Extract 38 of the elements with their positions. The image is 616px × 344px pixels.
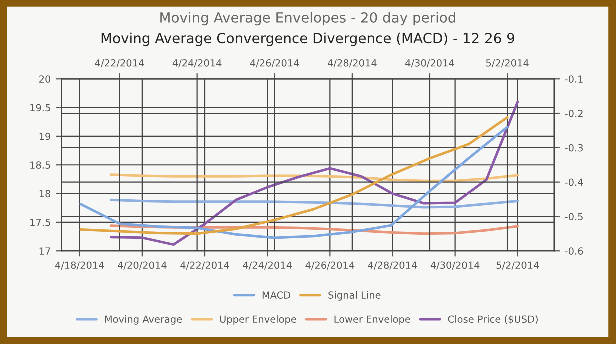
legend-label: Close Price ($USD) [448,316,538,324]
y-tick-label: -0.1 [565,76,583,83]
x-tick-label: 4/22/2014 [95,59,144,68]
chart-title: Moving Average Envelopes - 20 day period [160,12,456,26]
y-tick-label: -0.3 [565,144,584,152]
x-tick-label: 4/24/2014 [243,262,292,270]
line-series [110,174,520,182]
y-tick-label: 18.5 [30,162,50,169]
y-tick-label: 17 [40,248,50,255]
x-tick-label: 5/2/2014 [486,59,529,68]
x-tick-label: 4/30/2014 [430,262,480,270]
x-tick-label: 4/22/2014 [180,262,230,270]
y-tick-label: -0.2 [565,110,583,118]
legend-label: Signal Line [328,291,381,301]
legend-label: Moving Average [105,316,182,325]
x-tick-label: 4/20/2014 [118,262,167,270]
line-series [110,100,520,246]
legend-label: Upper Envelope [220,316,296,325]
y-tick-label: -0.4 [565,178,584,186]
y-tick-label: -0.5 [565,213,583,221]
legend-label: MACD [262,292,291,299]
y-tick-label: -0.6 [565,248,584,255]
x-tick-label: 5/2/2014 [496,262,540,270]
y-tick-label: 20 [40,76,51,83]
x-tick-label: 4/28/2014 [368,262,418,270]
y-tick-label: 19.5 [30,104,50,112]
x-tick-label: 4/30/2014 [406,59,454,68]
y-tick-label: 17.5 [30,219,50,226]
chart-title: Moving Average Convergence Divergence (MACD) - 12 26 9 [102,32,514,46]
y-tick-label: 19 [40,132,50,140]
x-tick-label: 4/24/2014 [172,59,222,68]
x-tick-label: 4/26/2014 [250,59,300,68]
legend-label: Lower Envelope [334,316,410,325]
x-tick-label: 4/18/2014 [55,262,104,270]
line-series [110,198,520,209]
x-tick-label: 4/26/2014 [306,262,355,270]
x-tick-label: 4/28/2014 [328,59,377,68]
y-tick-label: 18 [40,190,51,198]
